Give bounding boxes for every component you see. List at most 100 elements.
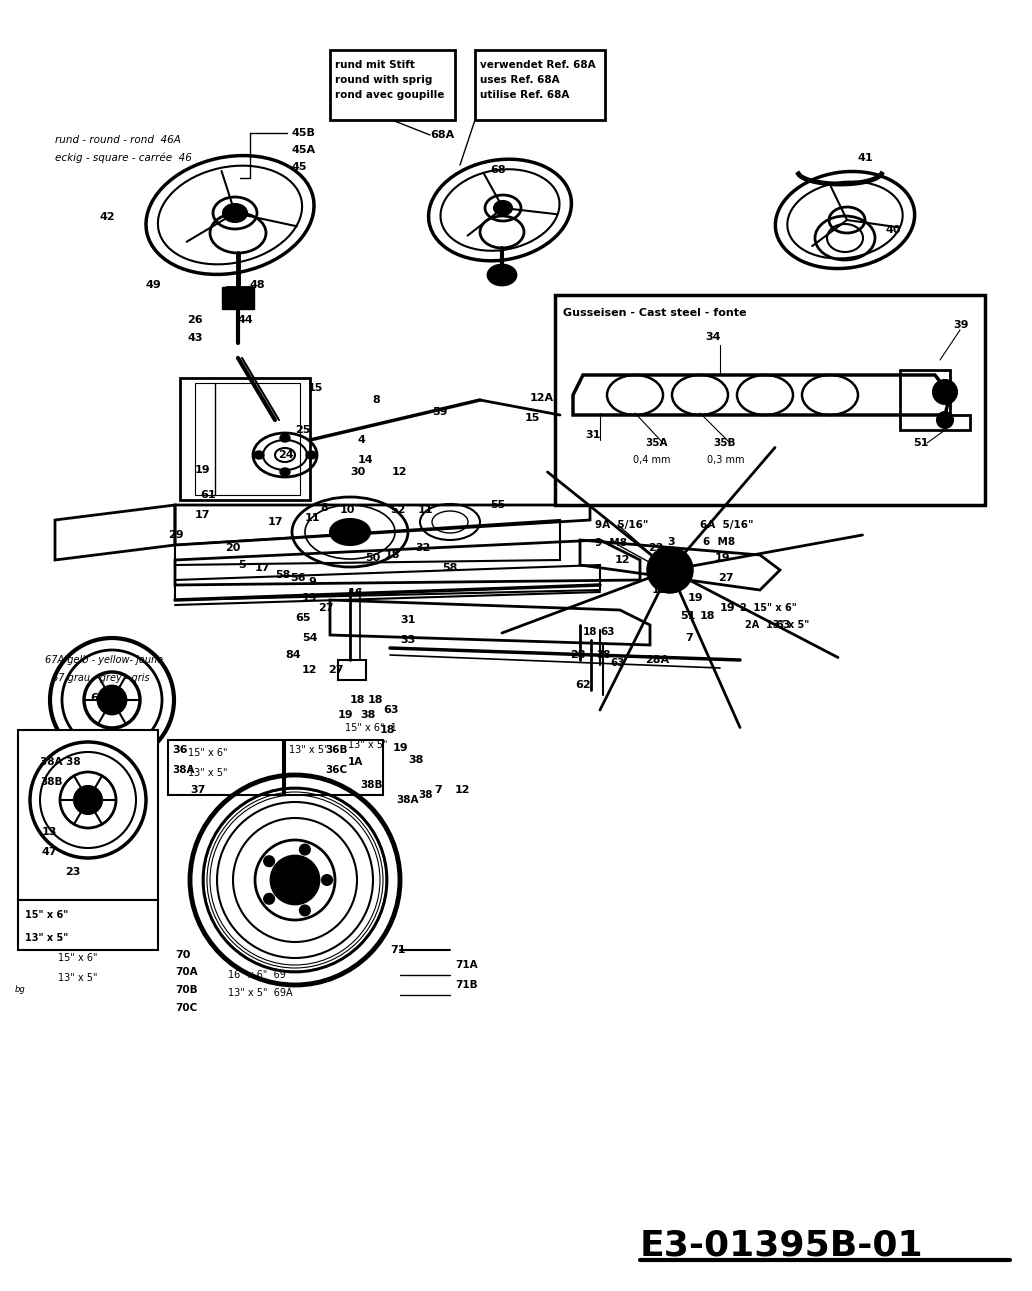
Text: 8: 8 bbox=[320, 503, 328, 513]
Text: 16" x 6"  69: 16" x 6" 69 bbox=[228, 970, 286, 980]
Text: 40: 40 bbox=[885, 225, 901, 235]
Text: 48: 48 bbox=[250, 280, 265, 290]
Text: 38B: 38B bbox=[360, 780, 383, 790]
Text: 27: 27 bbox=[718, 573, 734, 584]
Text: 12: 12 bbox=[615, 555, 631, 565]
Text: 13" x 5": 13" x 5" bbox=[188, 768, 227, 778]
Text: 70B: 70B bbox=[175, 985, 197, 995]
Text: 68: 68 bbox=[490, 165, 506, 176]
Text: Gusseisen - Cast steel - fonte: Gusseisen - Cast steel - fonte bbox=[563, 309, 746, 318]
Text: 27: 27 bbox=[318, 603, 333, 613]
Text: 12: 12 bbox=[455, 785, 471, 795]
Text: 39: 39 bbox=[953, 320, 968, 330]
Text: 67A gelb - yellow- jaune: 67A gelb - yellow- jaune bbox=[45, 655, 163, 665]
Ellipse shape bbox=[933, 380, 957, 404]
Text: 38: 38 bbox=[360, 710, 376, 720]
Ellipse shape bbox=[74, 786, 102, 815]
Text: 18: 18 bbox=[583, 627, 598, 636]
Text: 2  15" x 6": 2 15" x 6" bbox=[740, 603, 797, 613]
Text: 70: 70 bbox=[175, 950, 190, 961]
Text: 42: 42 bbox=[100, 212, 116, 222]
Text: 14: 14 bbox=[358, 454, 374, 465]
Text: 71A: 71A bbox=[455, 961, 478, 970]
Ellipse shape bbox=[322, 875, 332, 886]
Text: 56: 56 bbox=[290, 573, 305, 584]
Bar bbox=[18, 900, 158, 950]
Ellipse shape bbox=[494, 201, 512, 216]
Ellipse shape bbox=[254, 451, 264, 460]
Text: 28: 28 bbox=[570, 649, 585, 660]
Text: 41: 41 bbox=[858, 154, 874, 163]
Text: 45: 45 bbox=[292, 161, 308, 172]
Text: uses Ref. 68A: uses Ref. 68A bbox=[480, 75, 559, 85]
Text: 17: 17 bbox=[255, 563, 270, 573]
Text: 13: 13 bbox=[42, 828, 58, 837]
Text: 13" x 5": 13" x 5" bbox=[289, 745, 328, 755]
Text: 4: 4 bbox=[358, 435, 366, 445]
Text: 54: 54 bbox=[302, 633, 318, 643]
Text: 15" x 6": 15" x 6" bbox=[188, 747, 227, 758]
Ellipse shape bbox=[488, 265, 516, 285]
Text: 18: 18 bbox=[596, 649, 612, 660]
Text: 17: 17 bbox=[348, 531, 363, 540]
Text: 47: 47 bbox=[42, 847, 58, 857]
Text: 20: 20 bbox=[225, 544, 240, 553]
Text: round with sprig: round with sprig bbox=[335, 75, 432, 85]
Text: 38A: 38A bbox=[396, 795, 419, 806]
Text: 12: 12 bbox=[652, 585, 668, 595]
Text: 12: 12 bbox=[392, 467, 408, 476]
Text: 27: 27 bbox=[328, 665, 344, 675]
Text: 8: 8 bbox=[372, 395, 380, 405]
Text: 38A 38: 38A 38 bbox=[40, 757, 80, 767]
Text: 58: 58 bbox=[275, 571, 290, 580]
Text: 11: 11 bbox=[305, 513, 321, 523]
Text: 16: 16 bbox=[348, 587, 363, 598]
Text: 19: 19 bbox=[688, 593, 704, 603]
Text: 44: 44 bbox=[238, 315, 254, 325]
Text: 18: 18 bbox=[380, 726, 395, 735]
Text: 25: 25 bbox=[295, 425, 311, 435]
Bar bbox=[330, 50, 455, 120]
Text: 67 grau - grey - gris: 67 grau - grey - gris bbox=[52, 673, 150, 683]
Text: 7: 7 bbox=[434, 785, 442, 795]
Text: 59: 59 bbox=[432, 407, 448, 417]
Text: 71: 71 bbox=[390, 945, 406, 955]
Bar bbox=[168, 740, 283, 795]
Ellipse shape bbox=[264, 856, 275, 866]
Text: 13" x 5": 13" x 5" bbox=[58, 973, 97, 982]
Text: 32: 32 bbox=[415, 544, 430, 553]
Ellipse shape bbox=[280, 469, 290, 476]
Text: 19: 19 bbox=[715, 553, 731, 563]
Text: eckig - square - carrée  46: eckig - square - carrée 46 bbox=[55, 152, 192, 163]
Text: 6  M8: 6 M8 bbox=[703, 537, 735, 547]
Text: 43: 43 bbox=[187, 333, 202, 343]
Bar bbox=[285, 740, 383, 795]
Bar bbox=[18, 729, 158, 900]
Bar bbox=[475, 50, 605, 120]
Text: rond avec goupille: rond avec goupille bbox=[335, 90, 445, 99]
Ellipse shape bbox=[330, 519, 370, 545]
Text: 68A: 68A bbox=[430, 130, 454, 139]
Text: 29: 29 bbox=[168, 531, 184, 540]
Text: 26: 26 bbox=[187, 315, 202, 325]
Text: 63: 63 bbox=[610, 658, 624, 667]
Text: 18: 18 bbox=[350, 695, 365, 705]
Text: 61: 61 bbox=[200, 491, 216, 500]
Text: 36: 36 bbox=[172, 745, 188, 755]
Ellipse shape bbox=[648, 547, 692, 593]
Bar bbox=[338, 660, 366, 680]
Text: 70A: 70A bbox=[175, 967, 197, 977]
Text: 15: 15 bbox=[525, 413, 541, 423]
Ellipse shape bbox=[264, 893, 275, 904]
Text: 49: 49 bbox=[146, 280, 161, 290]
Text: 11: 11 bbox=[418, 505, 433, 515]
Bar bbox=[222, 287, 254, 309]
Ellipse shape bbox=[98, 686, 126, 714]
Text: utilise Ref. 68A: utilise Ref. 68A bbox=[480, 90, 570, 99]
Text: 84: 84 bbox=[285, 649, 300, 660]
Text: 6A  5/16": 6A 5/16" bbox=[700, 520, 753, 531]
Text: rund - round - rond  46A: rund - round - rond 46A bbox=[55, 136, 181, 145]
Text: 17: 17 bbox=[268, 516, 284, 527]
Text: 17: 17 bbox=[195, 510, 211, 520]
Text: 51: 51 bbox=[680, 611, 696, 621]
